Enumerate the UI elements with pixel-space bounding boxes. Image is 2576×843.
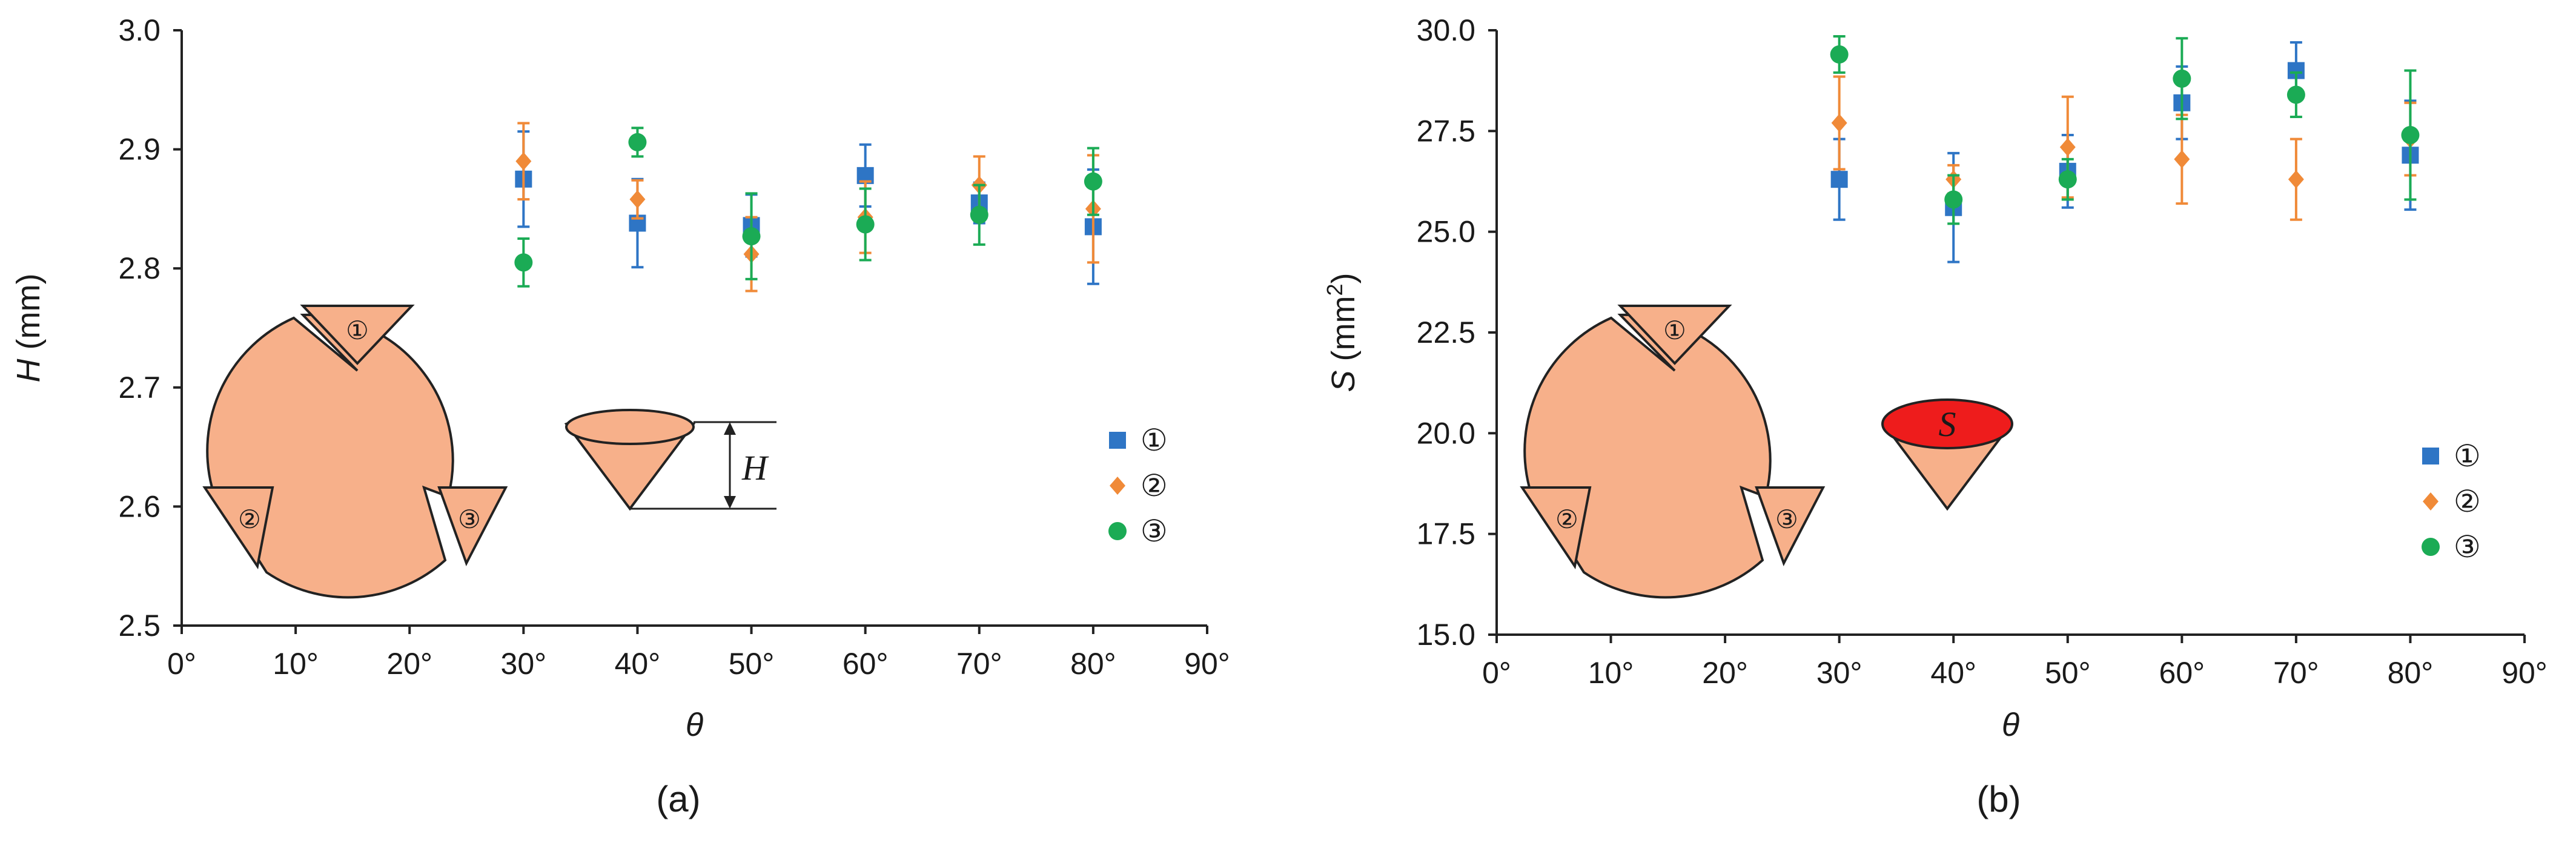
panel-a-lobe-3 (437, 486, 508, 566)
panel-a-x-tick-label: 10° (273, 647, 319, 681)
panel-a-x-tick-label: 0° (167, 647, 196, 681)
panel-b-legend-marker (2422, 448, 2439, 464)
panel-b-lobe-1 (1617, 305, 1732, 365)
panel-b-legend-label: ② (2454, 484, 2481, 519)
panel-b-cone-area (1881, 398, 2013, 449)
panel-a-disk-inset: ① ② ③ (202, 305, 508, 599)
panel-b-data-point (1831, 114, 1847, 133)
panel-a-lobe-2 (202, 486, 274, 570)
panel-b-legend-label: ③ (2454, 529, 2481, 564)
panel-a-data-point (856, 215, 875, 234)
panel-a-region-label-1: ① (346, 316, 369, 345)
panel-a-legend-marker (1110, 477, 1125, 495)
panel-b-data-point (2059, 137, 2076, 156)
panel-b-plot: 0° 10° 20° 30° 40° 50° 60° 70° 80° 90° 15.0 17.5 20.… (1322, 13, 2548, 819)
panel-b-x-tick-label: 50° (2045, 656, 2091, 690)
panel-b-data-point (2288, 170, 2304, 189)
panel-b-x-tick-label: 80° (2388, 656, 2434, 690)
panel-a-cone-inset: H (564, 409, 776, 511)
panel-a-x-tick-label: 60° (843, 647, 889, 681)
panel-a-label: (a) (656, 779, 700, 819)
panel-b-legend-marker (2423, 492, 2439, 511)
panel-b-area-label: S (1939, 405, 1956, 444)
panel-a-data-point (629, 190, 646, 209)
panel-b: 0° 10° 20° 30° 40° 50° 60° 70° 80° 90° 15.0 17.5 20.… (1322, 13, 2548, 819)
panel-a-x-tick-label: 30° (501, 647, 547, 681)
panel-a-data-point (742, 227, 761, 246)
panel-b-y-tick-label: 27.5 (1417, 114, 1475, 148)
panel-b-y-tick-label: 30.0 (1417, 13, 1475, 47)
panel-a-height-arrowhead-bottom (724, 496, 736, 509)
panel-a-legend-marker (1109, 432, 1126, 449)
panel-a: 0° 10° 20° 30° 40° 50° 60° 70° 80° 90° 2.5 2.6 2.7 2.… (10, 13, 1230, 819)
panel-b-disk-inset: ① ② ③ (1520, 305, 1826, 599)
panel-a-legend-label: ③ (1141, 514, 1168, 549)
panel-a-height-label: H (741, 448, 769, 488)
panel-b-data-point (1830, 45, 1849, 64)
panel-b-y-axis-title: S (mm2) (1322, 273, 1362, 392)
panel-b-x-tick-label: 40° (1930, 656, 1976, 690)
panel-a-y-tick-label: 3.0 (118, 13, 161, 47)
panel-b-y-tick-label: 25.0 (1417, 215, 1475, 249)
panel-b-y-tick-label: 22.5 (1417, 316, 1475, 349)
panel-b-lobe-3 (1755, 486, 1826, 566)
panel-a-x-axis-title: θ (686, 707, 703, 743)
panel-b-lobe-2 (1520, 486, 1592, 570)
panel-a-data-point (1084, 172, 1102, 191)
panel-b-data-point (2286, 85, 2305, 104)
panel-b-x-tick-label: 60° (2159, 656, 2205, 690)
panel-a-lobe-1 (300, 305, 415, 365)
panel-b-x-tick-label: 20° (1702, 656, 1748, 690)
panel-a-x-tick-label: 20° (386, 647, 432, 681)
panel-a-x-tick-label: 90° (1184, 647, 1230, 681)
panel-a-data-point (514, 253, 533, 272)
panel-a-legend-marker (1108, 522, 1127, 540)
panel-b-data-point (1830, 171, 1848, 188)
panel-a-y-axis-title: H (mm) (10, 274, 47, 383)
panel-a-y-tick-label: 2.7 (118, 371, 161, 405)
panel-a-data-point (515, 152, 532, 171)
panel-a-cone-top (565, 409, 695, 445)
panel-a-x-tick-label: 80° (1070, 647, 1116, 681)
panel-a-y-tick-label: 2.5 (118, 609, 161, 643)
panel-a-region-label-3: ③ (458, 504, 481, 534)
panel-b-y-tick-label: 20.0 (1417, 416, 1475, 450)
panel-b-y-tick-label: 15.0 (1417, 618, 1475, 652)
panel-a-y-tick-label: 2.8 (118, 251, 161, 285)
panel-b-data-point (2401, 125, 2420, 144)
panel-a-x-tick-label: 50° (729, 647, 775, 681)
panel-b-region-label-1: ① (1663, 316, 1686, 345)
panel-b-data-point (2173, 69, 2191, 88)
panel-b-legend-marker (2422, 538, 2440, 556)
panel-a-x-tick-label: 40° (615, 647, 661, 681)
panel-b-region-label-3: ③ (1775, 504, 1798, 534)
panel-b-x-axis-title: θ (2002, 707, 2019, 743)
panel-b-x-tick-label: 90° (2502, 656, 2548, 690)
panel-b-label: (b) (1976, 779, 2021, 819)
panel-b-x-tick-label: 0° (1482, 656, 1511, 690)
panel-a-height-arrowhead-top (724, 422, 736, 435)
panel-b-cone-inset: S (1881, 398, 2013, 511)
panel-b-disk (1523, 313, 1772, 599)
panel-a-data-point (970, 205, 988, 224)
panel-a-x-tick-label: 70° (956, 647, 1002, 681)
panel-a-region-label-2: ② (238, 504, 261, 534)
panel-b-x-tick-label: 30° (1816, 656, 1862, 690)
panel-a-legend-label: ② (1141, 468, 1168, 503)
panel-b-data-point (2174, 150, 2190, 168)
panel-b-y-tick-label: 17.5 (1417, 517, 1475, 551)
panel-a-legend-label: ① (1141, 423, 1168, 458)
panel-b-legend-label: ① (2454, 438, 2481, 474)
panel-a-disk (206, 313, 454, 599)
panel-a-y-tick-label: 2.6 (118, 489, 161, 523)
panel-b-x-tick-label: 70° (2273, 656, 2319, 690)
panel-b-x-tick-label: 10° (1588, 656, 1634, 690)
panel-b-region-label-2: ② (1555, 504, 1578, 534)
panel-a-plot: 0° 10° 20° 30° 40° 50° 60° 70° 80° 90° 2.5 2.6 2.7 2.… (10, 13, 1230, 819)
panel-b-data-point (1944, 190, 1963, 209)
panel-a-y-tick-label: 2.9 (118, 133, 161, 167)
panel-b-data-point (2058, 170, 2077, 189)
panel-a-data-point (628, 133, 647, 151)
